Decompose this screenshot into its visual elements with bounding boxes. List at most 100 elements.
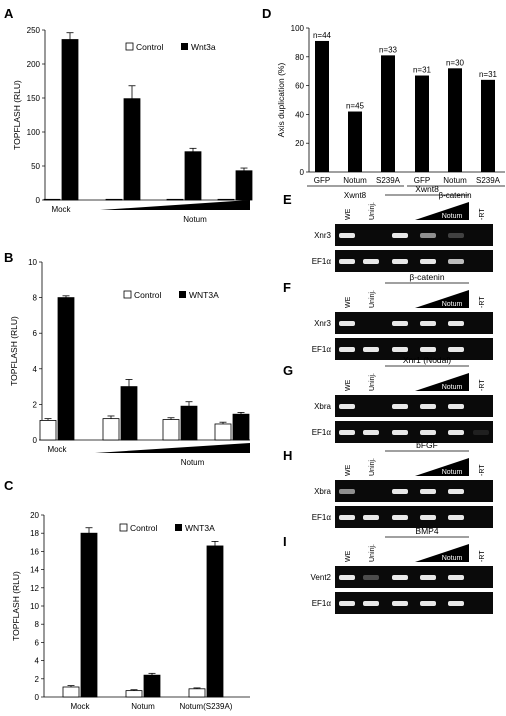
y-tick-label-B: 0 — [33, 436, 38, 445]
y-tick-label-A: 100 — [27, 128, 41, 137]
gel-band-I — [420, 575, 436, 580]
y-tick-label-A: 50 — [31, 162, 40, 171]
panel-letter-C: C — [4, 478, 14, 493]
notum-wedge-E — [415, 202, 469, 220]
x-label-D: GFP — [414, 176, 430, 185]
gene-label-G: EF1α — [312, 428, 332, 437]
panel-letter-H: H — [283, 448, 292, 463]
lane-label-uninj: Uninj. — [369, 458, 376, 476]
x-label-notum-B: Notum — [181, 458, 205, 467]
x-label-C: Mock — [70, 702, 90, 711]
gel-strip-E — [335, 224, 493, 246]
y-tick-label-B: 6 — [33, 329, 38, 338]
y-axis-label-B: TOPFLASH (RLU) — [9, 316, 19, 386]
gel-header-G: Xnr1 (Nodal) — [403, 355, 451, 365]
gel-strip-E — [335, 250, 493, 272]
lane-label-we: WE — [345, 464, 352, 476]
gel-band-F — [363, 347, 379, 352]
gel-band-H — [392, 489, 408, 494]
bar-A-wnt3a — [61, 39, 79, 201]
y-tick-label-C: 6 — [35, 638, 40, 647]
gel-band-H — [363, 515, 379, 520]
y-tick-label-C: 14 — [30, 566, 39, 575]
y-tick-label-D: 100 — [291, 24, 305, 33]
gene-label-I: Vent2 — [311, 573, 332, 582]
gene-label-E: EF1α — [312, 257, 332, 266]
gel-strip-G — [335, 421, 493, 443]
gel-strip-I — [335, 566, 493, 588]
gel-band-F — [339, 321, 355, 326]
notum-wedge-label-H: Notum — [442, 469, 463, 476]
y-tick-label-A: 200 — [27, 60, 41, 69]
panel-letter-F: F — [283, 280, 291, 295]
legend-swatch-C — [175, 524, 182, 531]
gel-header-F: β-catenin — [409, 272, 444, 282]
bar-B-control — [162, 419, 180, 441]
gel-header-E: Xwnt8 — [415, 184, 439, 194]
legend-label-B: Control — [134, 290, 162, 300]
gel-band-E — [392, 259, 408, 264]
gel-band-E — [339, 259, 355, 264]
bar-C-wnt3a — [143, 674, 161, 698]
n-label-D: n=44 — [313, 31, 332, 40]
gel-band-I — [339, 601, 355, 606]
gel-band-F — [448, 321, 464, 326]
bar-D — [481, 79, 495, 172]
legend-label-A: Wnt3a — [191, 42, 216, 52]
y-tick-label-C: 0 — [35, 693, 40, 702]
bar-C-control — [188, 688, 206, 698]
bar-D — [348, 111, 362, 172]
panel-letter-A: A — [4, 6, 14, 21]
n-label-D: n=30 — [446, 58, 465, 67]
gel-band-F — [392, 347, 408, 352]
x-label-notum-A: Notum — [183, 215, 207, 224]
notum-gradient-wedge-B — [95, 443, 250, 453]
y-tick-label-C: 2 — [35, 675, 40, 684]
bar-B-wnt3a — [180, 405, 198, 441]
gene-label-E: Xnr3 — [314, 231, 331, 240]
bar-C-wnt3a — [206, 545, 224, 698]
bar-C-control — [125, 690, 143, 698]
x-label-D: Notum — [443, 176, 467, 185]
n-label-D: n=45 — [346, 102, 365, 111]
y-tick-label-C: 20 — [30, 511, 39, 520]
gel-band-I — [448, 575, 464, 580]
lane-label-uninj: Uninj. — [369, 290, 376, 308]
bar-B-wnt3a — [232, 413, 250, 441]
y-tick-label-B: 4 — [33, 365, 38, 374]
y-tick-label-C: 8 — [35, 620, 40, 629]
bar-A-control — [166, 198, 184, 201]
lane-label-rt: -RT — [479, 379, 486, 391]
notum-wedge-label-I: Notum — [442, 555, 463, 562]
legend-label-C: Control — [130, 523, 158, 533]
gel-band-F — [392, 321, 408, 326]
gel-band-G — [473, 430, 489, 435]
gene-label-G: Xbra — [314, 402, 331, 411]
gene-label-F: EF1α — [312, 345, 332, 354]
notum-gradient-wedge-A — [100, 200, 250, 210]
y-tick-label-D: 40 — [295, 110, 304, 119]
gel-band-F — [420, 321, 436, 326]
lane-label-rt: -RT — [479, 208, 486, 220]
y-tick-label-B: 2 — [33, 400, 38, 409]
bar-B-control — [214, 423, 232, 441]
y-tick-label-D: 60 — [295, 82, 304, 91]
lane-label-we: WE — [345, 208, 352, 220]
gel-band-G — [420, 430, 436, 435]
gel-band-I — [363, 601, 379, 606]
gel-band-H — [420, 489, 436, 494]
gel-strip-F — [335, 338, 493, 360]
n-label-D: n=33 — [379, 45, 398, 54]
legend-label-B: WNT3A — [189, 290, 219, 300]
gel-band-H — [339, 489, 355, 494]
x-label-C: Notum — [131, 702, 155, 711]
y-tick-label-C: 18 — [30, 529, 39, 538]
y-tick-label-D: 80 — [295, 53, 304, 62]
panel-letter-E: E — [283, 192, 292, 207]
bar-D — [381, 55, 395, 172]
bar-A-wnt3a — [235, 170, 253, 201]
notum-wedge-label-F: Notum — [442, 301, 463, 308]
x-label-C: Notum(S239A) — [180, 702, 233, 711]
gel-band-G — [448, 430, 464, 435]
notum-wedge-G — [415, 373, 469, 391]
